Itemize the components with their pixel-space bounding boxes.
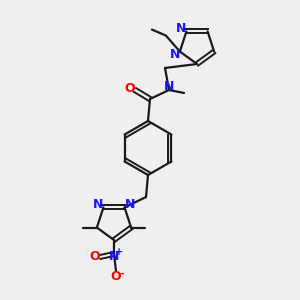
Text: O: O — [111, 271, 121, 284]
Text: N: N — [93, 198, 103, 211]
Text: -: - — [120, 269, 124, 279]
Text: N: N — [124, 198, 135, 211]
Text: N: N — [176, 22, 187, 35]
Text: N: N — [170, 48, 180, 61]
Text: N: N — [109, 250, 119, 263]
Text: N: N — [164, 80, 174, 94]
Text: O: O — [125, 82, 135, 94]
Text: O: O — [90, 250, 100, 263]
Text: +: + — [115, 247, 123, 257]
